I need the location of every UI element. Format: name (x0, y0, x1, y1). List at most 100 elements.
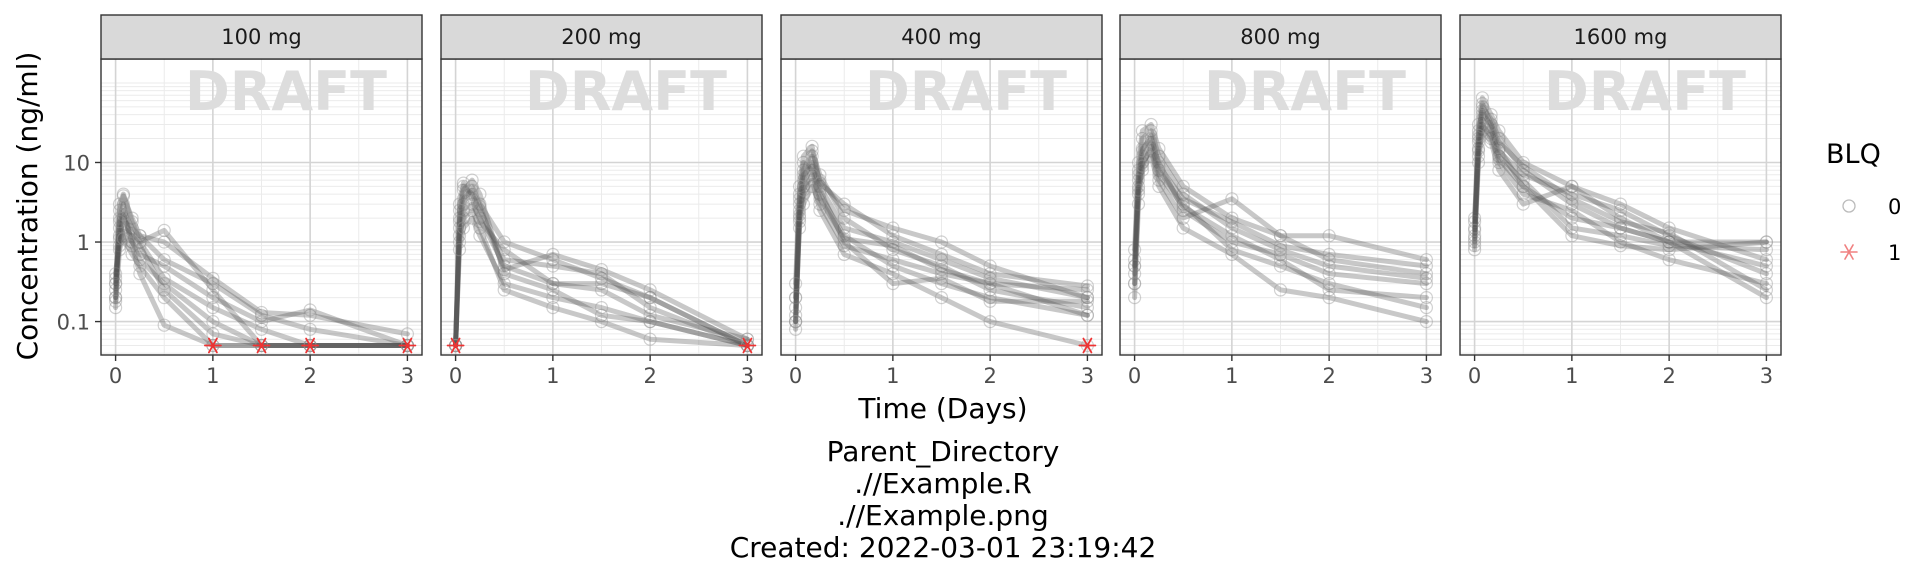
data-point (1225, 211, 1239, 225)
data-point (157, 253, 171, 267)
facet-panel: DRAFT 200 mg 0 1 2 3 (440, 14, 763, 388)
data-point (1176, 179, 1190, 193)
data-point (1613, 221, 1628, 235)
data-point (788, 315, 803, 329)
data-point (1662, 226, 1676, 240)
data-point (465, 203, 479, 217)
data-point (1176, 192, 1190, 206)
profile-line (1472, 128, 1769, 301)
x-tick-label: 1 (546, 364, 559, 388)
data-point (1080, 308, 1095, 322)
data-point (1127, 259, 1142, 273)
data-point (805, 179, 819, 193)
profile-line (453, 177, 750, 348)
data-point (254, 305, 269, 320)
profile-line (1132, 136, 1429, 287)
facet-strip (1119, 14, 1442, 60)
blq-point (738, 337, 757, 354)
data-point (886, 221, 900, 235)
data-point (983, 277, 997, 291)
data-point (1475, 100, 1490, 114)
data-point (1144, 117, 1158, 132)
profile-line (113, 225, 410, 348)
data-point (1613, 235, 1628, 249)
x-tick-label: 2 (1662, 364, 1675, 388)
data-point (1565, 179, 1579, 193)
data-point (792, 215, 807, 229)
data-point (813, 203, 827, 217)
facet-label: 1600 mg (1574, 25, 1668, 49)
data-point (1475, 107, 1490, 122)
data-point (157, 277, 171, 291)
y-axis-title: Concentration (ng/ml) (11, 52, 44, 361)
profile-line (1472, 104, 1769, 269)
data-point (1273, 239, 1288, 253)
data-point (1135, 149, 1150, 163)
profile-line (453, 183, 750, 348)
data-point (796, 183, 811, 197)
data-point (133, 235, 147, 249)
profile-line (113, 193, 410, 348)
data-point (473, 197, 487, 211)
data-point (643, 332, 657, 346)
profile-line (453, 207, 750, 348)
data-point (594, 271, 609, 285)
data-point (546, 259, 560, 273)
data-point (1471, 131, 1486, 146)
data-point (1475, 103, 1490, 118)
profile-line (1132, 148, 1429, 277)
profile-line (113, 201, 410, 348)
data-point (1484, 131, 1498, 146)
data-point (133, 253, 147, 267)
data-point (788, 291, 803, 305)
data-point (792, 192, 807, 206)
y-tick-label: 1 (77, 231, 90, 255)
data-point (1080, 291, 1095, 305)
data-point (1565, 197, 1579, 211)
data-point (788, 301, 803, 315)
profile-line (453, 201, 750, 348)
data-point (1484, 117, 1498, 132)
data-point (473, 229, 487, 243)
data-point (1127, 277, 1142, 291)
data-point (206, 283, 220, 297)
x-tick-label: 2 (643, 364, 656, 388)
data-point (1662, 253, 1676, 267)
data-point (465, 179, 479, 193)
data-point (1419, 277, 1434, 291)
data-point (1322, 277, 1336, 291)
data-point (157, 223, 171, 237)
data-point (796, 168, 811, 182)
data-point (1135, 159, 1150, 173)
data-point (1613, 239, 1628, 253)
data-point (1152, 163, 1166, 177)
data-point (1662, 235, 1676, 249)
data-point (254, 322, 269, 336)
profile-line (793, 148, 1090, 325)
data-point (456, 183, 470, 197)
x-tick-label: 3 (741, 364, 754, 388)
data-point (594, 315, 609, 329)
data-point (594, 308, 609, 322)
data-point (813, 192, 827, 206)
data-point (1131, 183, 1146, 197)
data-point (546, 253, 560, 267)
data-point (788, 308, 803, 322)
profile-line (793, 163, 1090, 304)
data-point (1273, 253, 1288, 267)
data-point (796, 173, 811, 187)
watermark-text: DRAFT (525, 60, 727, 123)
data-point (788, 277, 803, 291)
data-point (157, 318, 171, 332)
data-point (792, 221, 807, 235)
x-tick-label: 1 (206, 364, 219, 388)
data-point (1322, 267, 1336, 281)
profile-line (1132, 139, 1429, 311)
facet-strip (440, 14, 763, 60)
data-point (1759, 259, 1774, 273)
data-point (1135, 124, 1150, 138)
data-point (934, 291, 949, 305)
data-point (497, 283, 511, 297)
data-point (1613, 221, 1628, 235)
data-point (1127, 243, 1142, 257)
